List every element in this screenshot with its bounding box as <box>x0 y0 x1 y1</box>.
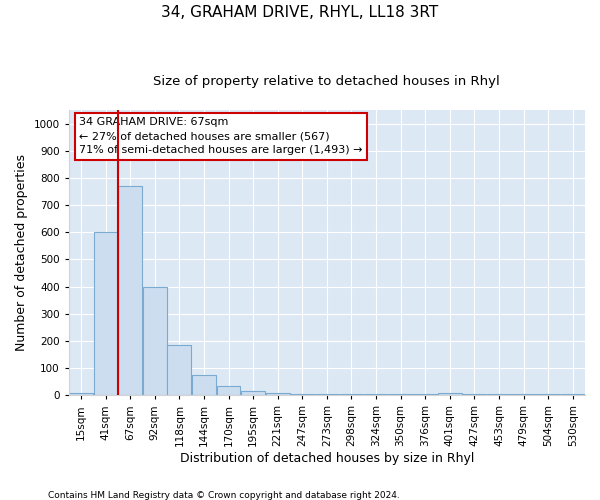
Bar <box>241 391 265 396</box>
Bar <box>512 394 535 396</box>
Bar <box>364 394 388 396</box>
Bar <box>192 375 216 396</box>
Bar <box>438 392 462 396</box>
Bar <box>315 394 339 396</box>
Bar <box>340 394 364 396</box>
X-axis label: Distribution of detached houses by size in Rhyl: Distribution of detached houses by size … <box>179 452 474 465</box>
Text: 34 GRAHAM DRIVE: 67sqm
← 27% of detached houses are smaller (567)
71% of semi-de: 34 GRAHAM DRIVE: 67sqm ← 27% of detached… <box>79 117 362 155</box>
Bar <box>561 394 584 396</box>
Bar <box>94 232 118 396</box>
Bar <box>69 392 93 396</box>
Bar <box>290 394 314 396</box>
Bar <box>217 386 241 396</box>
Bar <box>118 186 142 396</box>
Bar <box>536 394 560 396</box>
Text: Contains HM Land Registry data © Crown copyright and database right 2024.: Contains HM Land Registry data © Crown c… <box>48 490 400 500</box>
Bar <box>413 394 437 396</box>
Bar <box>389 394 413 396</box>
Bar <box>143 286 167 396</box>
Y-axis label: Number of detached properties: Number of detached properties <box>15 154 28 351</box>
Title: Size of property relative to detached houses in Rhyl: Size of property relative to detached ho… <box>154 75 500 88</box>
Bar <box>167 345 191 396</box>
Text: 34, GRAHAM DRIVE, RHYL, LL18 3RT: 34, GRAHAM DRIVE, RHYL, LL18 3RT <box>161 5 439 20</box>
Bar <box>487 394 511 396</box>
Bar <box>463 394 486 396</box>
Bar <box>266 392 290 396</box>
